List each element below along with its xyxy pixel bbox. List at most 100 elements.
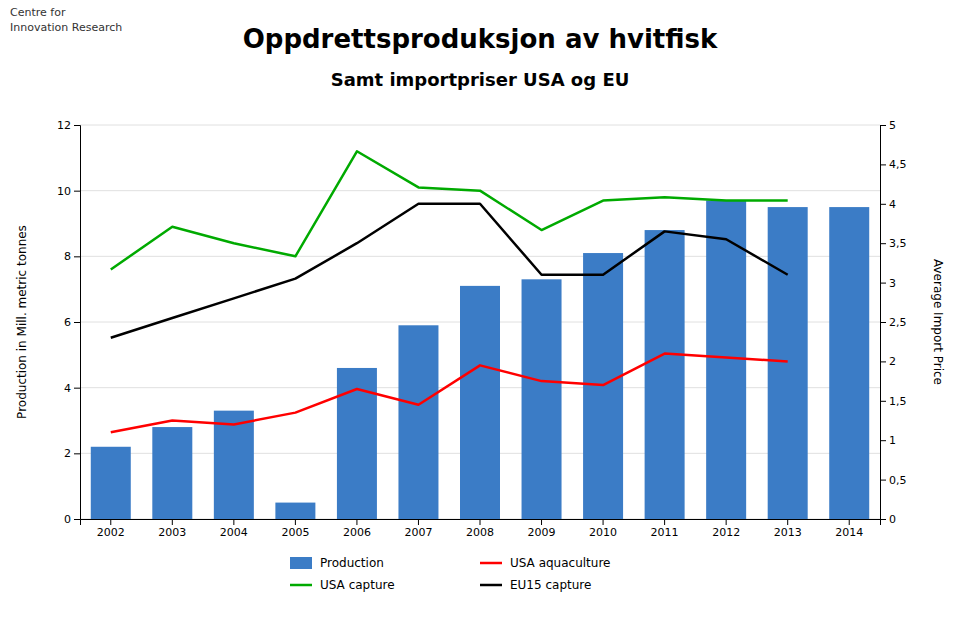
tick-mark [74, 519, 80, 520]
bar [460, 286, 500, 519]
tick: 2013 [774, 519, 802, 539]
tick: 2004 [220, 519, 248, 539]
legend-swatch [290, 584, 312, 587]
legend-item: Production [290, 556, 384, 570]
tick-label: 2007 [404, 526, 432, 539]
tick: 0 [880, 513, 896, 526]
subtitle: Samt importpriser USA og EU [331, 69, 630, 90]
tick: 1,5 [880, 395, 907, 408]
axis-line [81, 520, 881, 526]
annotation: Innovation Research [10, 21, 122, 34]
x-axis: 2002200320042005200620072008200920102011… [81, 519, 881, 539]
bar [91, 447, 131, 519]
tick-label: 8 [64, 250, 71, 263]
tick: 3 [880, 277, 896, 290]
tick-mark [74, 322, 80, 323]
bar [829, 207, 869, 519]
legend-label: Production [320, 556, 384, 570]
bar [152, 427, 192, 519]
tick-label: 2 [64, 447, 71, 460]
legend-item: USA capture [290, 578, 395, 592]
plot-area: 2002200320042005200620072008200920102011… [57, 119, 907, 539]
tick-label: 2010 [589, 526, 617, 539]
tick-label: 1,5 [889, 395, 907, 408]
tick-label: 12 [57, 119, 71, 132]
tick-label: 3,5 [889, 237, 907, 250]
tick-mark [849, 519, 850, 525]
tick-mark [880, 401, 886, 402]
tick-mark [880, 125, 886, 126]
tick-mark [480, 519, 481, 525]
y-axis-title: Production in Mill. metric tonnes [15, 225, 29, 419]
tick: 12 [57, 119, 80, 132]
tick-mark [110, 519, 111, 525]
tick-label: 1 [889, 434, 896, 447]
tick-label: 2002 [97, 526, 125, 539]
tick-label: 4 [64, 382, 71, 395]
y2-axis: 00,511,522,533,544,55 [880, 119, 907, 526]
tick-label: 2003 [158, 526, 186, 539]
tick-mark [880, 361, 886, 362]
tick: 10 [57, 185, 80, 198]
tick-mark [172, 519, 173, 525]
tick-mark [664, 519, 665, 525]
tick-label: 2009 [528, 526, 556, 539]
tick: 2009 [528, 519, 556, 539]
tick: 2002 [97, 519, 125, 539]
tick: 2012 [712, 519, 740, 539]
tick-label: 2008 [466, 526, 494, 539]
tick: 4,5 [880, 158, 907, 171]
tick: 2010 [589, 519, 617, 539]
tick-mark [74, 191, 80, 192]
tick-mark [880, 283, 886, 284]
bar [768, 207, 808, 519]
tick-label: 2 [889, 355, 896, 368]
tick-label: 4 [889, 198, 896, 211]
axis-line [74, 126, 81, 520]
tick-label: 2005 [281, 526, 309, 539]
tick-mark [541, 519, 542, 525]
tick: 2014 [835, 519, 863, 539]
tick-label: 2014 [835, 526, 863, 539]
tick-mark [880, 480, 886, 481]
tick-mark [74, 453, 80, 454]
tick: 8 [64, 250, 80, 263]
tick: 4 [880, 198, 896, 211]
legend-label: USA capture [320, 578, 395, 592]
bar [337, 368, 377, 519]
line [111, 151, 788, 269]
tick-label: 2,5 [889, 316, 907, 329]
tick-mark [356, 519, 357, 525]
y-axis: 0 2 4 6 8 10 12 [57, 119, 81, 526]
legend-label: USA aquaculture [510, 556, 610, 570]
tick: 2006 [343, 519, 371, 539]
tick: 2,5 [880, 316, 907, 329]
tick: 6 [64, 316, 80, 329]
tick-label: 2012 [712, 526, 740, 539]
bar [275, 503, 315, 519]
line [111, 354, 788, 433]
bar-series [91, 201, 869, 519]
legend-swatch [480, 584, 502, 587]
legend-swatch [290, 557, 312, 569]
tick-label: 6 [64, 316, 71, 329]
tick-mark [74, 256, 80, 257]
bar [645, 230, 685, 519]
tick: 1 [880, 434, 896, 447]
tick-mark [74, 125, 80, 126]
tick-mark [418, 519, 419, 525]
tick-label: 0 [64, 513, 71, 526]
tick: 2008 [466, 519, 494, 539]
legend: ProductionUSA aquacultureUSA captureEU15… [290, 556, 610, 592]
tick-mark [880, 243, 886, 244]
axis-line [881, 126, 887, 520]
tick: 2007 [404, 519, 432, 539]
tick-label: 2013 [774, 526, 802, 539]
bar [522, 279, 562, 519]
tick-mark [787, 519, 788, 525]
tick-mark [726, 519, 727, 525]
tick-mark [880, 440, 886, 441]
grid [80, 125, 880, 519]
chart: Centre forInnovation ResearchOppdrettspr… [0, 0, 960, 629]
tick: 3,5 [880, 237, 907, 250]
